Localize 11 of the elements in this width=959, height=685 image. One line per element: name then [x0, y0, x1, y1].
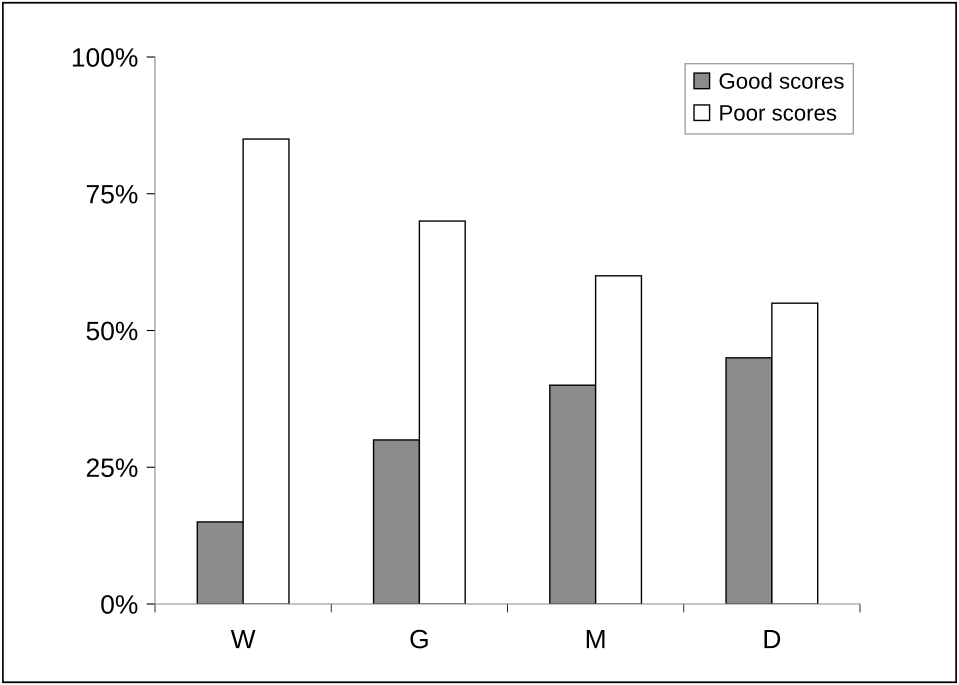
legend-label: Good scores: [720, 72, 844, 89]
y-tick-label: 25%: [86, 458, 138, 478]
x-tick-label: M: [586, 630, 604, 648]
y-tick-label: 50%: [86, 322, 138, 340]
x-tick-label: D: [764, 630, 780, 648]
y-tick-label: 100%: [72, 48, 138, 67]
y-tick-label: 0%: [101, 595, 138, 614]
legend-label: Poor scores: [720, 105, 836, 121]
x-tick-label: G: [410, 630, 428, 648]
x-tick-label: W: [230, 630, 256, 648]
y-tick-label: 75%: [86, 185, 138, 204]
